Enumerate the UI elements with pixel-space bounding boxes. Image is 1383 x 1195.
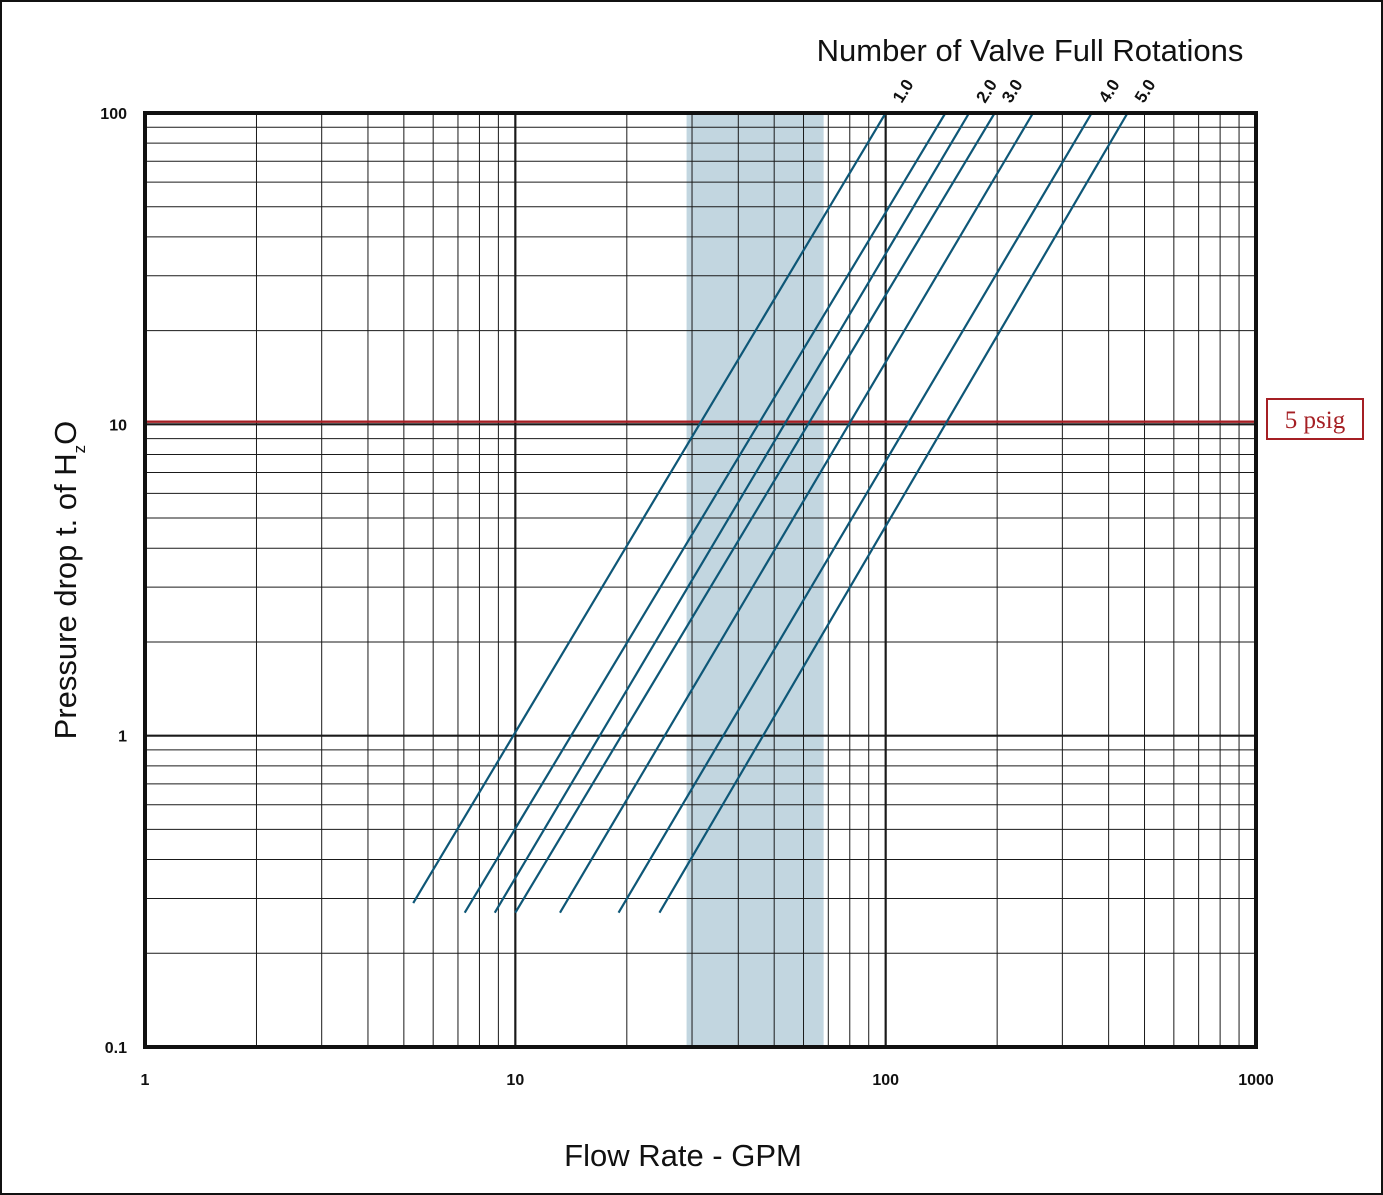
- series-lines: [412, 112, 1129, 914]
- shaded-band: [686, 113, 824, 1047]
- series-line-3: [493, 112, 971, 914]
- y-tick-label: 100: [100, 106, 127, 123]
- curve-labels: 1.0 2.03.0 4.0 5.0: [889, 76, 1160, 106]
- x-tick-label: 10: [506, 1072, 524, 1089]
- x-tick-label: 1000: [1238, 1072, 1274, 1089]
- series-line-7: [658, 112, 1129, 914]
- y-axis-title-subscript: z: [70, 445, 89, 454]
- curve-label: 2.0: [972, 76, 1001, 106]
- reference-line-label: 5 psig: [1285, 407, 1346, 434]
- y-axis-title-main: Pressure drop t. of H: [48, 453, 83, 739]
- x-tick-label: 100: [872, 1072, 899, 1089]
- reference-line-label-box: 5 psig: [1266, 398, 1364, 440]
- chart-title: Number of Valve Full Rotations: [817, 33, 1244, 68]
- series-line-5: [559, 112, 1034, 914]
- reference-label-border: [1266, 398, 1364, 440]
- plot-border: [143, 111, 1258, 1049]
- curve-label: 3.0: [998, 76, 1027, 106]
- curve-label: 4.0: [1095, 76, 1124, 106]
- y-axis-title-tail: O: [48, 421, 83, 445]
- series-line-6: [617, 112, 1093, 914]
- x-tick-labels: 1 10 100 1000: [141, 1072, 1274, 1089]
- y-tick-label: 0.1: [105, 1040, 127, 1057]
- x-tick-label: 1: [141, 1072, 150, 1089]
- curve-label: 5.0: [1131, 76, 1160, 106]
- curve-label: 1.0: [889, 76, 918, 106]
- series-line-2: [463, 112, 947, 914]
- y-tick-labels: 0.1 1 10 100: [100, 106, 127, 1057]
- y-tick-label: 1: [118, 729, 127, 746]
- x-axis-title: Flow Rate - GPM: [564, 1138, 802, 1173]
- series-line-1: [412, 112, 887, 904]
- y-axis-title: Pressure drop t. of HzO: [48, 421, 89, 740]
- y-tick-label: 10: [109, 417, 127, 434]
- series-line-4: [514, 112, 996, 914]
- gridlines: [145, 113, 1256, 1047]
